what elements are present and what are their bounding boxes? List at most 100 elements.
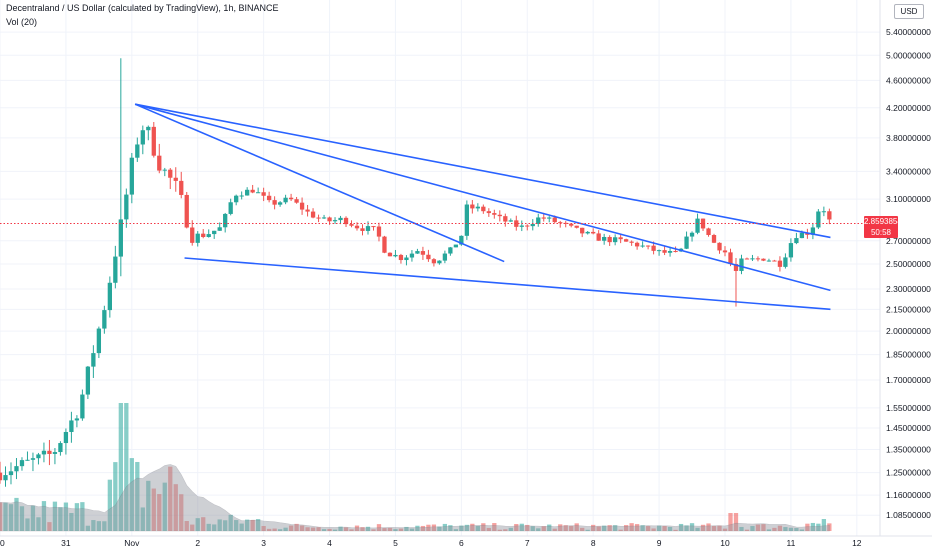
candle-body [772,260,777,262]
volume-bar [514,524,519,531]
candle-body [689,232,695,237]
candle-body [212,230,217,235]
volume-ma-area [0,464,830,532]
volume-bar [728,513,733,531]
volume-bar [305,527,310,531]
candle-body [58,443,63,453]
volume-bar [135,461,140,531]
volume-bar [239,523,244,531]
candle-body [618,237,623,240]
volume-bar [69,512,74,531]
volume-bar [58,507,63,531]
candle-body [179,180,184,195]
candle-body [261,192,266,196]
currency-button[interactable]: USD [894,4,924,19]
candle-body [739,258,744,271]
volume-bar [283,527,288,531]
volume-bar [459,525,464,531]
volume-bar [700,524,706,531]
volume-bar [481,523,486,531]
volume-bar [255,519,261,531]
volume-bar [717,525,722,531]
trendlines[interactable] [134,103,831,311]
volume-bar [640,525,645,531]
candle-body [667,251,673,253]
symbol-title[interactable]: Decentraland / US Dollar (calculated by … [6,3,279,13]
volume-bar [464,524,470,531]
volume-bar [470,523,475,531]
candle-body [338,217,343,221]
candles [0,58,832,487]
volume-bar [354,525,360,531]
volume-bar [525,524,530,531]
candle-body [305,209,310,212]
candle-body [426,254,431,260]
candle-body [733,264,739,271]
candle-body [415,251,420,254]
candle-body [173,177,178,181]
volume-bar [602,525,607,531]
volume-bar [519,523,524,531]
volume-bar [74,503,80,531]
candle-body [316,217,321,219]
candle-body [91,353,96,367]
candle-body [129,157,134,195]
volume-bar [190,524,195,531]
candle-body [470,204,475,209]
candle-body [360,228,365,231]
time-axis[interactable]: 30 31 Nov 2 3 4 5 6 7 8 9 10 11 12 [0,535,932,548]
candle-body [656,250,662,252]
volume-bar [63,502,69,531]
price-tick-label: 2.15000000 [886,304,931,314]
volume-bar [96,521,102,531]
volume-bar [629,523,634,531]
candle-body [409,253,415,258]
candle-body [728,252,733,265]
candle-body [431,259,437,264]
volume-bar [772,527,777,531]
volume-bar [816,523,821,531]
candle-body [514,220,519,227]
volume-bar [492,523,497,531]
volume-bar [580,527,585,531]
volume-bar [766,529,772,531]
volume-bar [387,527,393,531]
price-tick-label: 5.00000000 [886,50,931,60]
candle-body [613,237,618,243]
current-price-badge: 2.85938542 50:58 [864,215,906,238]
volume-bar [173,484,178,531]
candle-body [437,260,442,264]
volume-indicator-label[interactable]: Vol (20) [6,17,38,27]
volume-bar [585,529,590,531]
volume-bar [596,526,601,531]
volume-bar [508,527,513,531]
volume-bar [426,524,431,531]
price-tick-label: 3.40000000 [886,166,931,176]
candle-body [442,253,448,261]
candle-body [536,217,541,224]
candle-body [541,217,546,219]
volume-bar [503,529,508,531]
candle-body [508,220,513,222]
price-axis[interactable]: 5.40000000 5.00000000 4.60000000 4.20000000… [879,0,932,550]
candle-body [201,233,206,237]
candle-body [695,218,700,233]
candle-body [310,211,316,218]
price-tick-label: 5.40000000 [886,27,931,37]
volume-bar [3,502,8,531]
candle-body [481,206,486,212]
price-tick-label: 2.00000000 [886,326,931,336]
volume-bar [223,520,228,531]
volume-bar [201,517,206,531]
volume-bar [14,497,19,531]
candle-body [151,126,156,156]
candle-body [558,222,563,224]
candle-body [569,223,574,226]
candle-body [393,254,398,257]
candle-body [124,194,129,220]
volume-bar [157,494,162,531]
volume-bar [558,524,563,531]
candle-body [206,234,211,237]
time-tick-label: 12 [852,538,862,548]
